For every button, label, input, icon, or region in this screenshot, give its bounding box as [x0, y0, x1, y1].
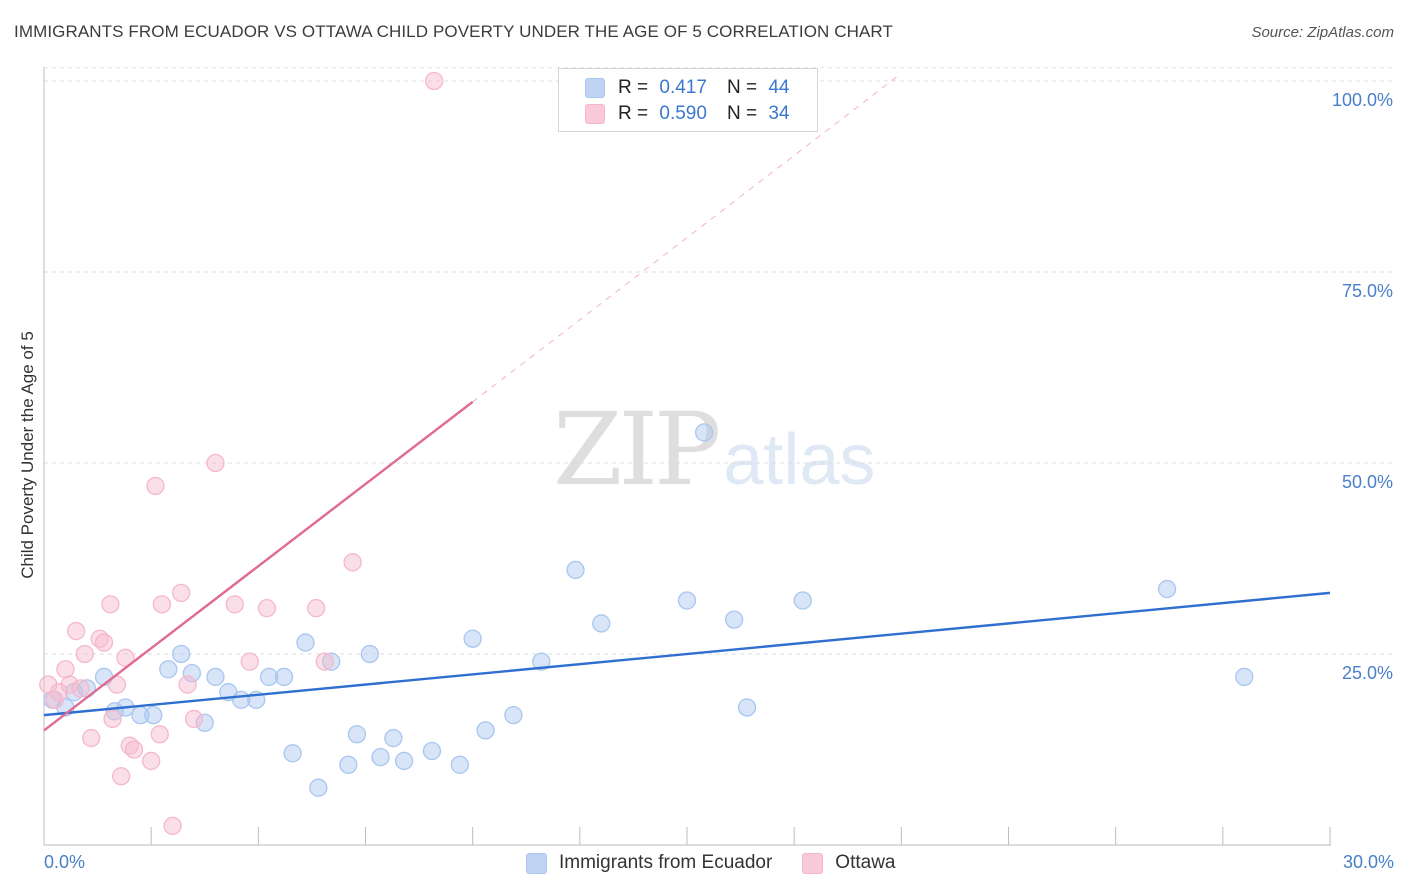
ottawa-point [60, 675, 79, 694]
ecuador-point [725, 610, 744, 629]
ecuador-point [566, 560, 585, 580]
ottawa-point [146, 476, 165, 496]
ecuador-point [1235, 667, 1254, 687]
ecuador-point [737, 698, 757, 717]
ecuador-point [296, 633, 315, 652]
ottawa-point [56, 660, 75, 679]
ecuador-point [793, 591, 812, 610]
ecuador-point [677, 591, 697, 610]
ecuador-point [144, 705, 163, 725]
ottawa-point [150, 725, 169, 744]
series-swatch-ecuador [526, 852, 547, 874]
series-legend: Immigrants from Ecuador Ottawa [526, 852, 926, 874]
ottawa-point [82, 728, 101, 748]
y-tick-label: 100.0% [1332, 90, 1393, 110]
ecuador-point [360, 644, 379, 664]
ottawa-trend-line-extension [472, 76, 898, 403]
ecuador-point [450, 755, 469, 774]
series-label-ecuador: Immigrants from Ecuador [559, 852, 773, 873]
ottawa-point [172, 583, 191, 603]
legend-n-value: 34 [768, 103, 790, 124]
x-tick-max: 30.0% [1342, 852, 1394, 872]
ecuador-trend-line [43, 591, 1331, 717]
ottawa-point [101, 595, 120, 614]
ottawa-point [225, 595, 244, 614]
ecuador-point [422, 741, 442, 761]
series-label-ottawa: Ottawa [835, 852, 896, 873]
legend-r-value: 0.417 [659, 77, 707, 98]
ecuador-point [195, 713, 214, 732]
ottawa-point [142, 751, 161, 771]
ecuador-point [283, 744, 302, 763]
legend-r-label: R = [618, 103, 649, 124]
ottawa-trend-line [43, 400, 474, 732]
ottawa-point [71, 679, 90, 698]
legend-n-label: N = [726, 103, 758, 124]
source-label: Source: ZipAtlas.com [1251, 24, 1394, 41]
ecuador-point [384, 728, 403, 748]
ottawa-point [163, 816, 182, 836]
ottawa-point [103, 709, 122, 729]
legend-r-value: 0.590 [659, 103, 707, 124]
ottawa-point [94, 633, 114, 652]
ecuador-point [159, 660, 178, 679]
series-legend-item-ottawa: Ottawa [802, 852, 896, 874]
legend-n-value: 44 [768, 77, 790, 98]
x-tick-min: 0.0% [44, 852, 86, 872]
ecuador-point [694, 423, 714, 442]
ottawa-point [307, 599, 326, 618]
chart-title: IMMIGRANTS FROM ECUADOR VS OTTAWA CHILD … [14, 22, 893, 41]
ecuador-point [309, 778, 328, 797]
ecuador-point [259, 667, 279, 687]
ottawa-point [124, 740, 144, 759]
legend-row-ecuador: R = 0.417 N = 44 [585, 76, 789, 100]
ottawa-point [67, 621, 86, 641]
ottawa-point [152, 595, 172, 614]
ottawa-point [116, 648, 135, 667]
correlation-legend: R = 0.417 N = 44 R = 0.590 N = 34 [558, 68, 818, 132]
ottawa-point [240, 652, 259, 671]
ecuador-point [532, 652, 551, 671]
ottawa-point [75, 644, 94, 664]
ottawa-point [178, 675, 197, 694]
series-legend-item-ecuador: Immigrants from Ecuador [526, 852, 772, 874]
ottawa-point [206, 453, 225, 473]
legend-n-label: N = [726, 77, 758, 98]
y-tick-label: 25.0% [1342, 663, 1393, 683]
ottawa-point [315, 652, 334, 671]
ottawa-point [257, 599, 277, 618]
ecuador-point [339, 755, 358, 774]
legend-r-label: R = [618, 77, 649, 98]
ecuador-point [371, 747, 390, 767]
legend-swatch-ecuador [585, 78, 605, 98]
ottawa-point [424, 71, 444, 91]
ecuador-point [322, 652, 341, 671]
ottawa-point [184, 709, 204, 729]
ottawa-point [343, 553, 362, 572]
y-tick-label: 75.0% [1342, 281, 1393, 301]
ecuador-point [172, 644, 191, 664]
ecuador-point [394, 751, 414, 771]
legend-row-ottawa: R = 0.590 N = 34 [585, 102, 789, 126]
ecuador-point [347, 725, 367, 744]
ecuador-point [504, 705, 523, 725]
ecuador-point [274, 667, 294, 687]
legend-swatch-ottawa [585, 104, 605, 124]
ecuador-point [476, 721, 495, 740]
y-tick-label: 50.0% [1342, 472, 1393, 492]
ecuador-point [206, 667, 225, 687]
ecuador-point [463, 629, 482, 648]
ecuador-point [592, 614, 611, 633]
ecuador-point [182, 663, 202, 683]
series-swatch-ottawa [802, 852, 824, 874]
ottawa-point [112, 767, 131, 786]
ecuador-point [1157, 579, 1177, 599]
